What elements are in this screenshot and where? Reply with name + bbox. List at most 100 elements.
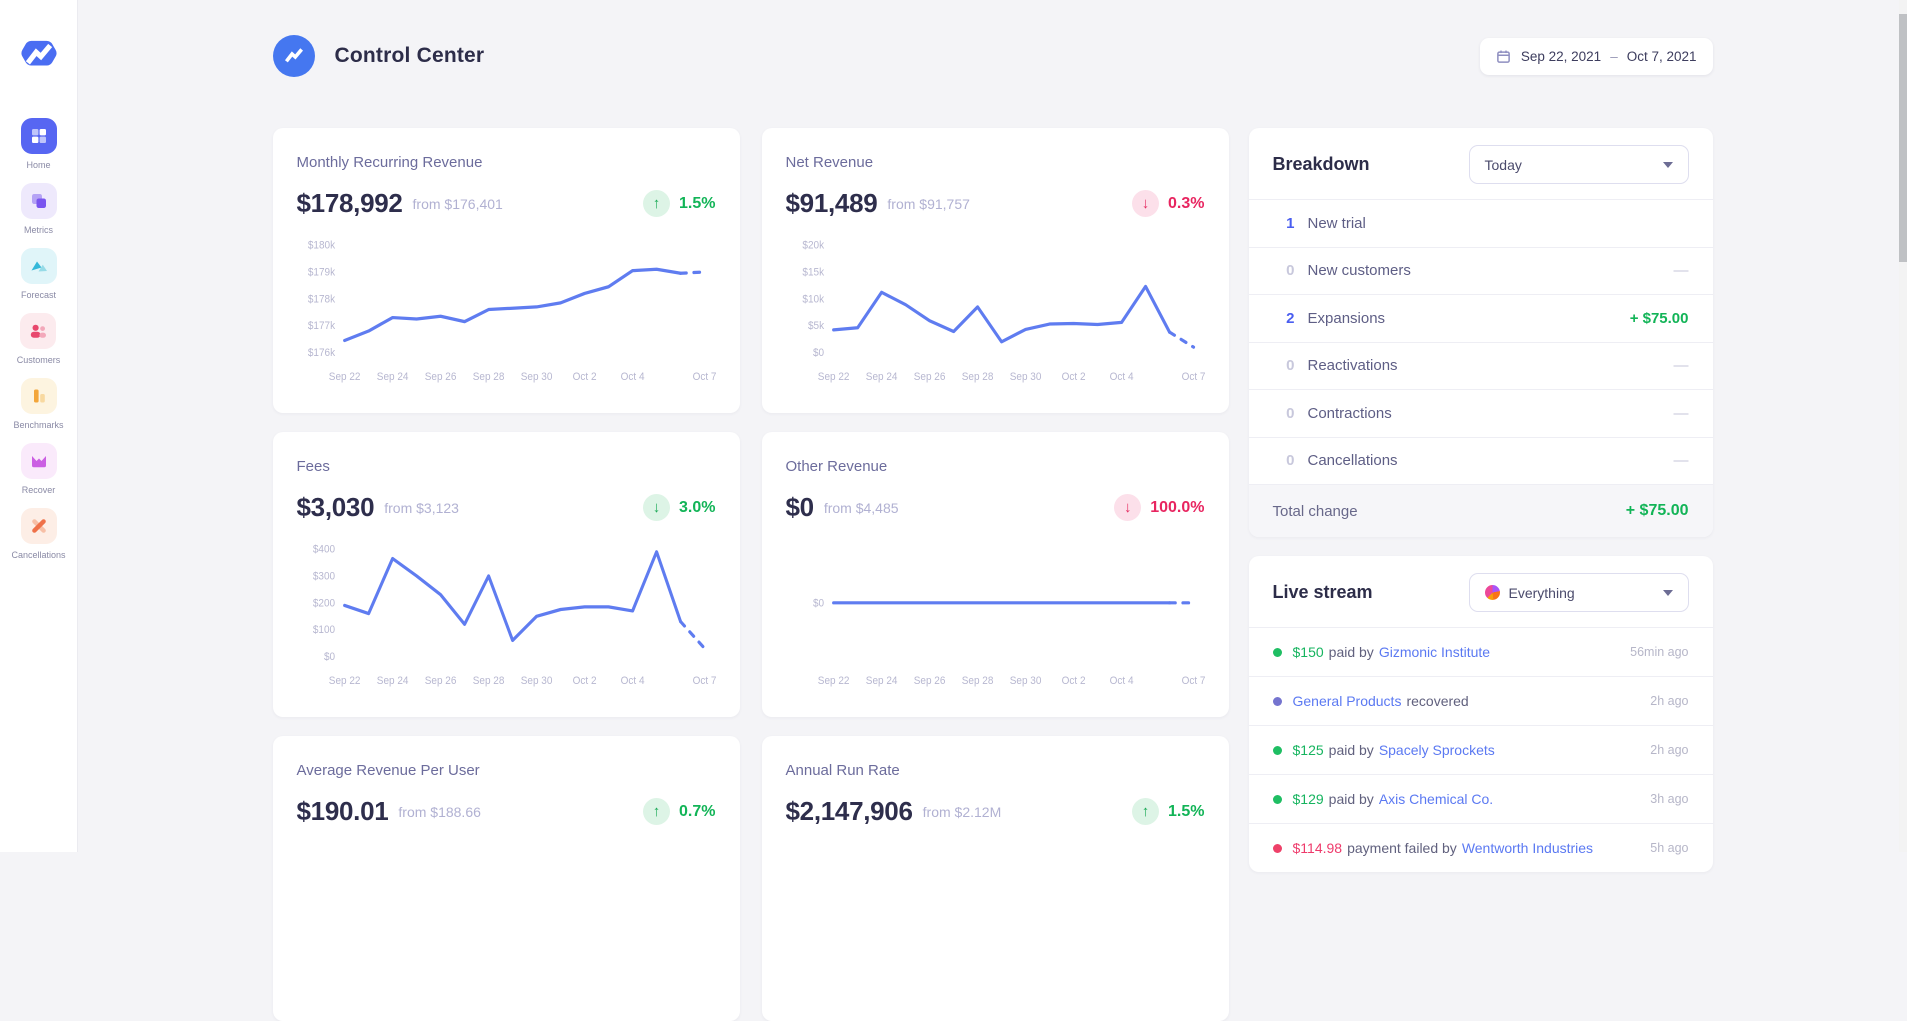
breakdown-count: 0 [1286,357,1295,375]
metric-card: Other Revenue $0 from $4,485 ↓ 100.0% $0… [761,432,1229,717]
breakdown-label: Contractions [1307,404,1392,422]
event-customer-link[interactable]: Wentworth Industries [1461,840,1594,856]
event-text: paid by [1328,644,1374,660]
breakdown-count: 0 [1286,452,1295,470]
chevron-down-icon [1662,589,1673,596]
svg-text:Sep 22: Sep 22 [328,676,360,687]
svg-text:Oct 4: Oct 4 [1109,372,1133,383]
livestream-item[interactable]: $114.98 payment failed by Wentworth Indu… [1248,823,1713,872]
breakdown-row[interactable]: 0 New customers — [1248,246,1713,295]
event-suffix-text: recovered [1406,693,1469,709]
livestream-item[interactable]: $129 paid by Axis Chemical Co. 3h ago [1248,774,1713,823]
breakdown-row[interactable]: 1 New trial [1248,199,1713,247]
metric-title: Fees [296,458,330,475]
svg-text:$300: $300 [312,571,334,582]
breakdown-count: 2 [1286,309,1295,327]
breakdown-label: New trial [1307,214,1366,232]
metrics-squares-icon [20,183,57,219]
metric-value: $190.01 [296,796,389,826]
date-range-button[interactable]: Sep 22, 2021 – Oct 7, 2021 [1479,37,1713,75]
livestream-filter-dropdown[interactable]: Everything [1468,573,1689,612]
sidebar-item-label: Metrics [24,225,53,235]
everything-pie-icon [1484,585,1500,600]
delta-badge: ↓ 0.3% [1132,190,1205,217]
breakdown-rows: 1 New trial 0 New customers — 2 Expansio… [1248,199,1713,485]
delta-value: 100.0% [1150,498,1205,516]
svg-text:Oct 7: Oct 7 [692,372,715,383]
event-time: 5h ago [1650,841,1689,855]
livestream-title: Live stream [1272,582,1373,602]
sidebar-item-recover[interactable]: Recover [20,443,57,495]
event-dot-icon [1272,843,1282,853]
delta-arrow-icon: ↑ [1132,798,1160,825]
total-change-row: Total change + $75.00 [1248,484,1713,537]
delta-arrow-icon: ↑ [643,798,671,825]
svg-text:Sep 30: Sep 30 [520,676,552,687]
home-grid-icon [20,118,57,154]
breakdown-panel: Breakdown Today 1 New trial 0 New custom… [1248,128,1713,537]
metric-card: Fees $3,030 from $3,123 ↓ 3.0% $0 $100 $20… [272,432,740,717]
delta-badge: ↑ 1.5% [643,190,716,217]
metric-previous: from $176,401 [412,195,503,212]
svg-text:Sep 24: Sep 24 [376,372,408,383]
metric-value: $2,147,906 [785,796,913,826]
svg-text:$400: $400 [312,544,334,555]
svg-text:Sep 26: Sep 26 [424,676,456,687]
livestream-item[interactable]: General Products recovered 2h ago [1248,676,1713,725]
page-title: Control Center [334,44,485,67]
sidebar-item-benchmarks[interactable]: Benchmarks [13,378,64,430]
scrollbar-track[interactable] [1899,0,1907,852]
sidebar-item-cancellations[interactable]: Cancellations [11,508,66,560]
event-amount: $114.98 [1292,840,1343,856]
metric-previous: from $4,485 [823,499,899,516]
livestream-item[interactable]: $125 paid by Spacely Sprockets 2h ago [1248,725,1713,774]
sidebar-item-label: Customers [16,355,61,365]
metric-chart: $0 $5k $10k $15k $20k Sep 22 Sep 24 Sep 26 Sep 2… [786,237,1205,389]
breakdown-label: Reactivations [1307,357,1398,375]
svg-text:Oct 4: Oct 4 [1109,676,1133,687]
sidebar-item-customers[interactable]: Customers [16,313,61,365]
metrics-grid: Monthly Recurring Revenue $178,992 from … [272,128,1229,1021]
svg-text:Sep 30: Sep 30 [520,372,552,383]
metric-title: Monthly Recurring Revenue [296,154,483,171]
sidebar-item-metrics[interactable]: Metrics [20,183,57,235]
scrollbar-thumb[interactable] [1899,14,1907,262]
breakdown-row[interactable]: 2 Expansions + $75.00 [1248,294,1713,342]
event-customer-link[interactable]: Axis Chemical Co. [1378,791,1494,807]
metric-value: $0 [785,492,815,522]
breakdown-row[interactable]: 0 Reactivations — [1248,341,1713,390]
delta-badge: ↓ 3.0% [643,494,716,521]
right-column: Breakdown Today 1 New trial 0 New custom… [1248,128,1713,872]
sidebar-nav: Home Metrics Forecast Customers Benchmar… [11,118,66,573]
sidebar-item-label: Recover [21,485,56,495]
delta-badge: ↓ 100.0% [1114,494,1205,521]
metric-previous: from $3,123 [384,499,459,516]
svg-text:Oct 2: Oct 2 [572,372,596,383]
breakdown-filter-dropdown[interactable]: Today [1468,145,1689,184]
svg-text:Oct 2: Oct 2 [572,676,596,687]
livestream-item[interactable]: $150 paid by Gizmonic Institute 56min ag… [1248,627,1713,676]
livestream-rows: $150 paid by Gizmonic Institute 56min ag… [1248,627,1713,872]
breakdown-row[interactable]: 0 Contractions — [1248,389,1713,437]
delta-badge: ↑ 1.5% [1132,798,1205,825]
sidebar-item-forecast[interactable]: Forecast [20,248,57,300]
page-header: Control Center Sep 22, 2021 – Oct 7, 202… [272,34,1713,78]
breakdown-title: Breakdown [1272,154,1370,174]
sidebar-item-label: Cancellations [11,550,66,560]
metric-card: Average Revenue Per User $190.01 from $1… [272,736,740,1021]
event-amount: $125 [1292,742,1324,758]
event-customer-link[interactable]: Spacely Sprockets [1378,742,1495,758]
svg-text:$0: $0 [323,652,334,663]
sidebar: Home Metrics Forecast Customers Benchmar… [0,0,78,852]
event-dot-icon [1272,745,1282,755]
event-customer-link[interactable]: General Products [1292,693,1402,709]
recover-envelope-icon [20,443,57,479]
svg-text:$15k: $15k [802,267,824,278]
event-customer-link[interactable]: Gizmonic Institute [1378,644,1491,660]
svg-text:$178k: $178k [307,294,335,305]
sidebar-item-home[interactable]: Home [20,118,57,170]
breakdown-row[interactable]: 0 Cancellations — [1248,436,1713,485]
breakdown-value: — [1673,404,1689,422]
metric-previous: from $91,757 [887,195,970,212]
app-logo-icon[interactable] [20,38,58,72]
